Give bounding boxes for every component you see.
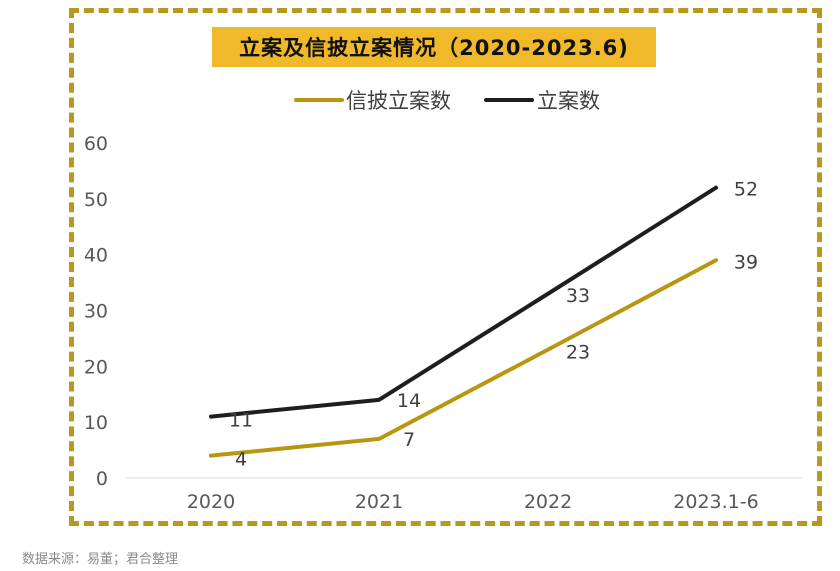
legend-label-1: 立案数 xyxy=(537,89,600,113)
y-tick-label: 60 xyxy=(84,133,108,155)
x-tick-label: 2023.1-6 xyxy=(673,491,758,513)
x-tick-label: 2022 xyxy=(524,491,572,513)
y-tick-label: 20 xyxy=(84,356,108,378)
y-tick-label: 30 xyxy=(84,301,108,323)
data-label: 33 xyxy=(566,285,590,307)
chart-frame xyxy=(69,8,822,526)
data-label: 23 xyxy=(566,342,590,364)
series-line-1 xyxy=(209,185,718,419)
y-tick-label: 50 xyxy=(84,189,108,211)
data-label: 11 xyxy=(229,410,253,432)
legend-label-0: 信披立案数 xyxy=(346,89,451,113)
x-tick-label: 2020 xyxy=(187,491,235,513)
source-note: 数据来源：易董；君合整理 xyxy=(22,552,179,567)
data-label: 39 xyxy=(734,251,758,273)
data-label: 4 xyxy=(235,449,247,471)
data-label: 52 xyxy=(734,179,758,201)
x-tick-label: 2021 xyxy=(355,491,403,513)
y-tick-label: 10 xyxy=(84,412,108,434)
series-line-0 xyxy=(209,258,718,458)
chart-title: 立案及信披立案情况（2020-2023.6) xyxy=(212,27,656,67)
y-tick-label: 0 xyxy=(96,468,108,490)
data-label: 7 xyxy=(403,429,415,451)
data-label: 14 xyxy=(397,390,421,412)
y-tick-label: 40 xyxy=(84,245,108,267)
